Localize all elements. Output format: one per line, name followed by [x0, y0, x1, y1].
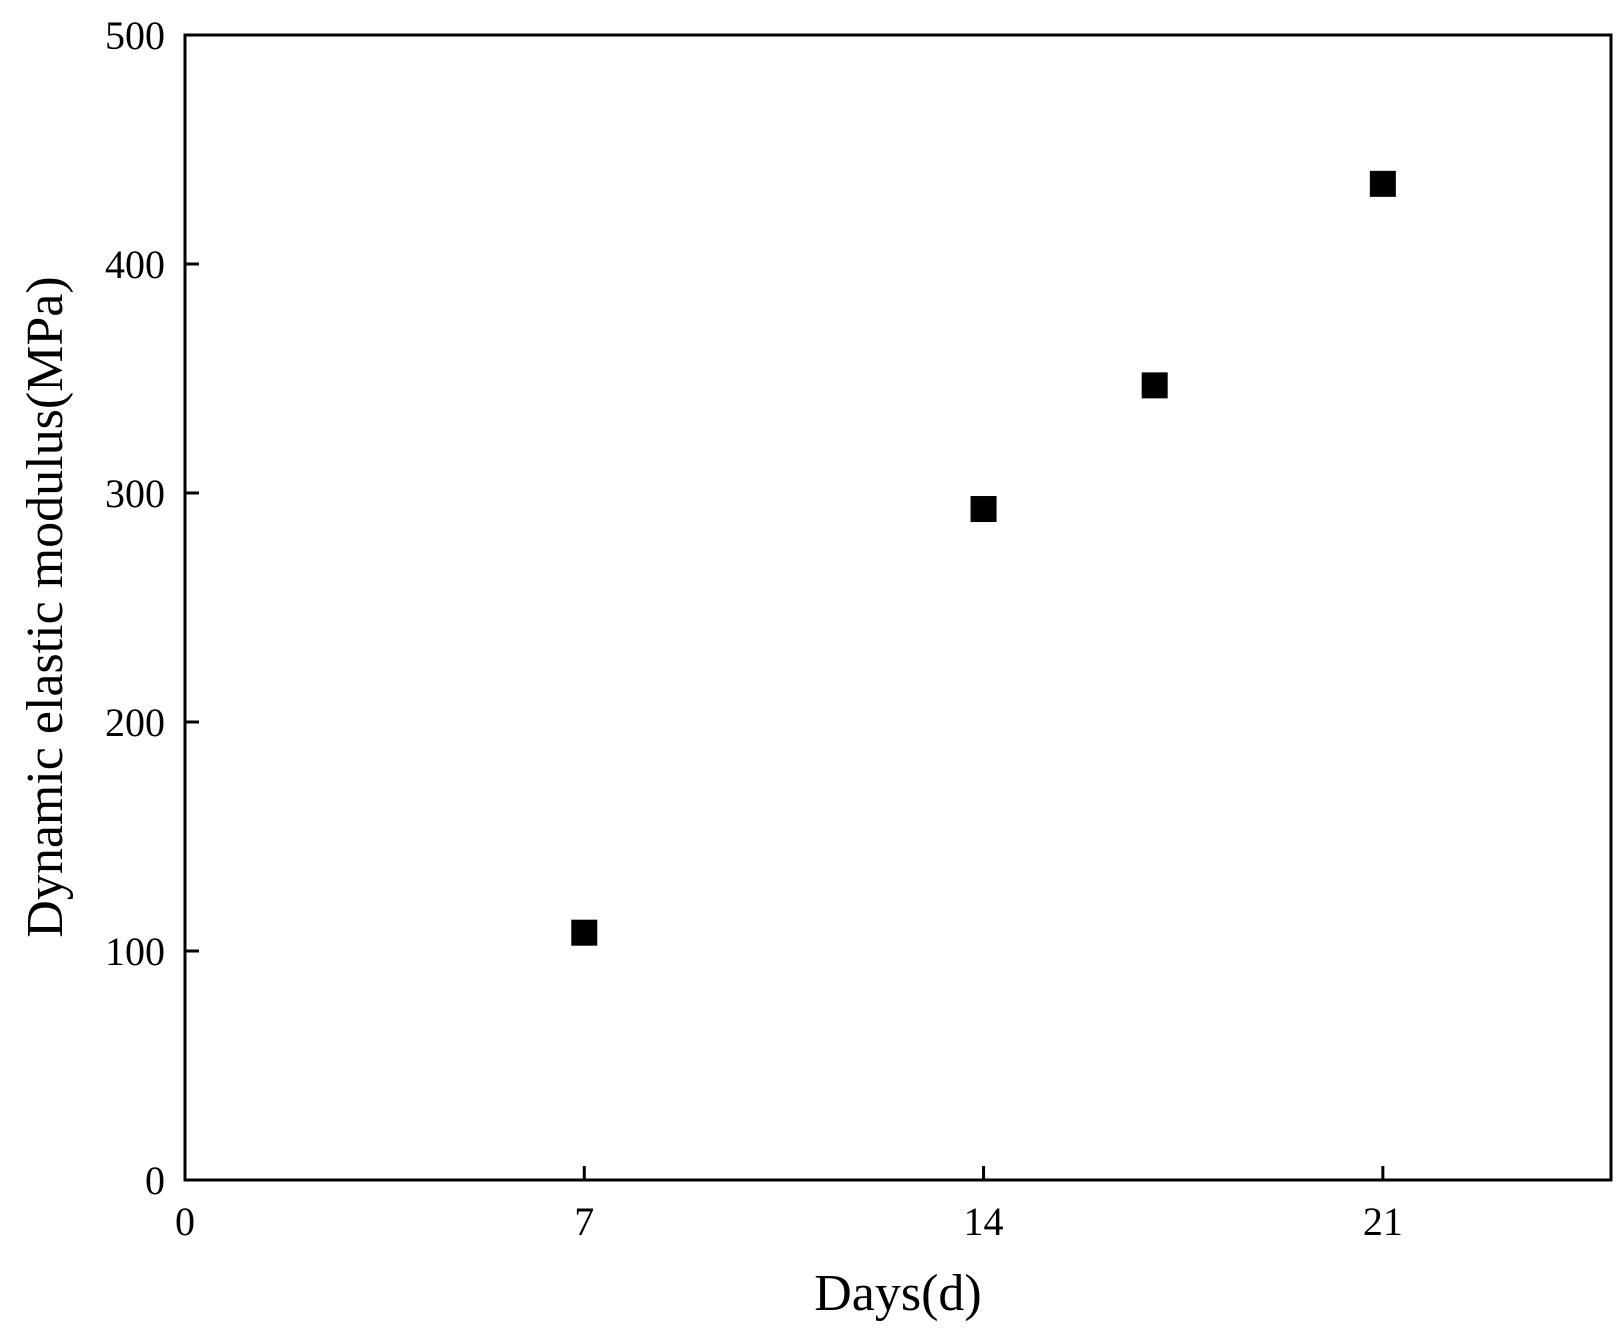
- y-tick-label: 400: [105, 242, 165, 287]
- y-tick-label: 300: [105, 471, 165, 516]
- y-axis-title: Dynamic elastic modulus(MPa): [17, 276, 74, 937]
- y-tick-label: 100: [105, 929, 165, 974]
- data-point: [571, 919, 598, 946]
- data-point: [970, 496, 997, 523]
- data-points: [571, 170, 1396, 946]
- y-tick-label: 200: [105, 700, 165, 745]
- x-tick-label: 0: [175, 1199, 195, 1244]
- x-tick-label: 21: [1363, 1199, 1403, 1244]
- x-tick-label: 14: [964, 1199, 1004, 1244]
- y-tick-label: 0: [145, 1158, 165, 1203]
- x-axis-title: Days(d): [814, 1265, 982, 1322]
- x-tick-label: 7: [574, 1199, 594, 1244]
- ticks-layer: 0 7 14 21 0 100 200 300 400 500: [105, 13, 1403, 1244]
- data-point: [1369, 170, 1396, 197]
- y-tick-label: 500: [105, 13, 165, 58]
- data-point: [1141, 372, 1168, 399]
- plot-frame: [183, 33, 1613, 1182]
